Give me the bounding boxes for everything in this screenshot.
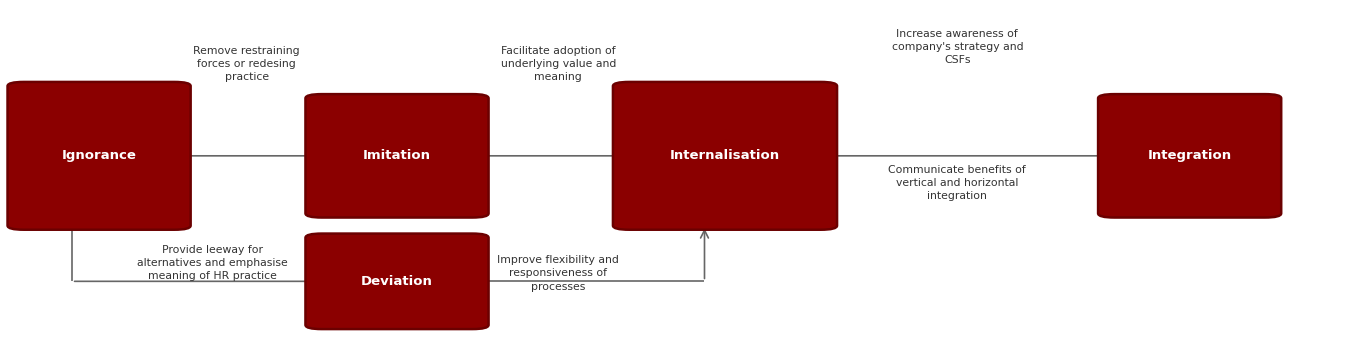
FancyBboxPatch shape: [613, 82, 837, 230]
Text: Facilitate adoption of
underlying value and
meaning: Facilitate adoption of underlying value …: [501, 46, 616, 82]
Text: Increase awareness of
company's strategy and
CSFs: Increase awareness of company's strategy…: [892, 29, 1023, 65]
Text: Integration: Integration: [1148, 149, 1231, 162]
Text: Remove restraining
forces or redesing
practice: Remove restraining forces or redesing pr…: [193, 46, 300, 82]
Text: Ignorance: Ignorance: [62, 149, 137, 162]
FancyBboxPatch shape: [8, 82, 190, 230]
Text: Improve flexibility and
responsiveness of
processes: Improve flexibility and responsiveness o…: [498, 255, 620, 292]
Text: Imitation: Imitation: [363, 149, 431, 162]
Text: Internalisation: Internalisation: [670, 149, 780, 162]
FancyBboxPatch shape: [305, 233, 488, 329]
Text: Communicate benefits of
vertical and horizontal
integration: Communicate benefits of vertical and hor…: [888, 164, 1026, 201]
Text: Deviation: Deviation: [361, 275, 432, 288]
FancyBboxPatch shape: [305, 94, 488, 218]
Text: Provide leeway for
alternatives and emphasise
meaning of HR practice: Provide leeway for alternatives and emph…: [137, 245, 287, 281]
FancyBboxPatch shape: [1099, 94, 1282, 218]
